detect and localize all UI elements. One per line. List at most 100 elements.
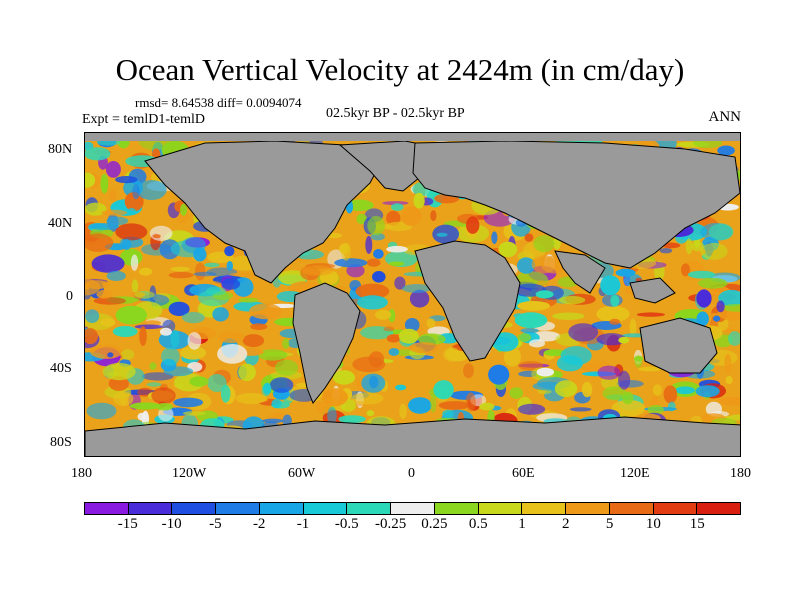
ocean-cell [466, 216, 480, 234]
ocean-cell [533, 235, 555, 253]
ocean-cell [212, 307, 229, 322]
ocean-cell [93, 297, 126, 305]
ocean-cell [85, 233, 114, 252]
ocean-cell [187, 332, 202, 350]
ocean-cell [351, 392, 384, 405]
lon-label-180w: 180 [71, 466, 92, 481]
ocean-cell [356, 213, 368, 225]
ocean-cell [139, 326, 147, 346]
colorbar-label: -2 [252, 516, 266, 532]
ocean-cell [334, 258, 368, 268]
colorbar-swatch [391, 503, 435, 514]
lat-label-40n: 40N [48, 216, 73, 231]
ocean-cell [180, 203, 188, 216]
ocean-cell [182, 411, 206, 416]
ocean-cell [401, 284, 432, 293]
lat-label-80s: 80S [50, 435, 72, 450]
ocean-cell [321, 388, 348, 407]
ocean-cell [698, 277, 728, 289]
ocean-cell [86, 402, 117, 420]
ocean-cell [596, 305, 630, 323]
ocean-cell [205, 286, 226, 296]
ocean-cell [361, 373, 386, 393]
ocean-cell [560, 346, 592, 366]
land-maritime-asia [629, 277, 676, 304]
ocean-cell [543, 349, 566, 357]
colorbar-label: -1 [296, 516, 310, 532]
ocean-cell [221, 278, 241, 290]
ocean-cell [479, 402, 495, 411]
ocean-cell [581, 381, 593, 398]
ocean-cell [535, 290, 554, 299]
colorbar-swatch [85, 503, 129, 514]
ocean-cell [106, 270, 126, 281]
ocean-cell [509, 387, 523, 399]
ocean-cell [717, 145, 735, 156]
ocean-cell [107, 352, 114, 358]
ocean-cell [517, 301, 550, 311]
ocean-cell [728, 331, 740, 346]
map-svg [85, 133, 740, 456]
ocean-cell [426, 318, 436, 329]
ocean-cell [333, 370, 355, 385]
ocean-cell [134, 324, 163, 330]
ocean-cell [552, 312, 585, 320]
ocean-cell [112, 326, 138, 337]
colorbar-label: -0.25 [374, 516, 407, 532]
season-label: ANN [708, 109, 742, 125]
ocean-cell [207, 374, 227, 392]
colorbar-label: 15 [689, 516, 705, 532]
colorbar-swatch [128, 503, 173, 514]
ocean-cell [159, 327, 172, 336]
colorbar-swatch [347, 503, 392, 514]
colorbar [84, 502, 741, 515]
ocean-cell [257, 349, 288, 361]
ocean-cell [568, 323, 599, 342]
ocean-cell [269, 377, 294, 393]
ocean-cell [629, 318, 637, 338]
ocean-cell [722, 304, 740, 312]
ocean-cell [238, 297, 259, 303]
colorbar-swatch [522, 503, 567, 514]
ocean-cell [394, 276, 406, 290]
ocean-cell [408, 397, 432, 414]
ocean-cell [596, 333, 627, 346]
ocean-cell [102, 363, 136, 381]
ocean-cell [152, 234, 161, 239]
ocean-cell [637, 366, 661, 372]
ocean-cell [142, 372, 174, 381]
land-india [554, 250, 606, 294]
ocean-cell [443, 347, 461, 362]
ocean-cell [161, 347, 180, 366]
colorbar-swatch [566, 503, 610, 514]
ocean-cell [366, 410, 375, 417]
ocean-cell [113, 391, 134, 407]
ocean-cell [124, 192, 144, 212]
ocean-cell [182, 312, 205, 324]
land-greenland [338, 140, 436, 192]
ocean-cell [96, 289, 112, 299]
ocean-cell [168, 271, 194, 279]
ocean-cell [597, 365, 621, 380]
colorbar-swatch [216, 503, 260, 514]
colorbar-swatch [697, 503, 741, 514]
land-eurasia [412, 140, 740, 269]
ocean-cell [155, 403, 173, 411]
lon-label-60w: 60W [288, 466, 316, 481]
ocean-cell [89, 223, 120, 230]
ocean-cell [129, 402, 161, 410]
ocean-cell [115, 305, 147, 325]
ocean-cell [558, 296, 586, 305]
stats-text: rmsd= 8.64538 diff= 0.0094074 [135, 95, 302, 110]
ocean-cell [696, 311, 709, 327]
ocean-cell [375, 309, 392, 320]
ocean-cell [149, 362, 157, 370]
ocean-cell [263, 382, 272, 395]
ocean-cell [404, 318, 420, 332]
ocean-cell [463, 363, 474, 379]
ocean-cell [725, 376, 733, 385]
ocean-cell [108, 189, 117, 202]
colorbar-label: 2 [562, 516, 570, 532]
ocean-cell [611, 399, 646, 417]
ocean-cell [647, 404, 664, 415]
